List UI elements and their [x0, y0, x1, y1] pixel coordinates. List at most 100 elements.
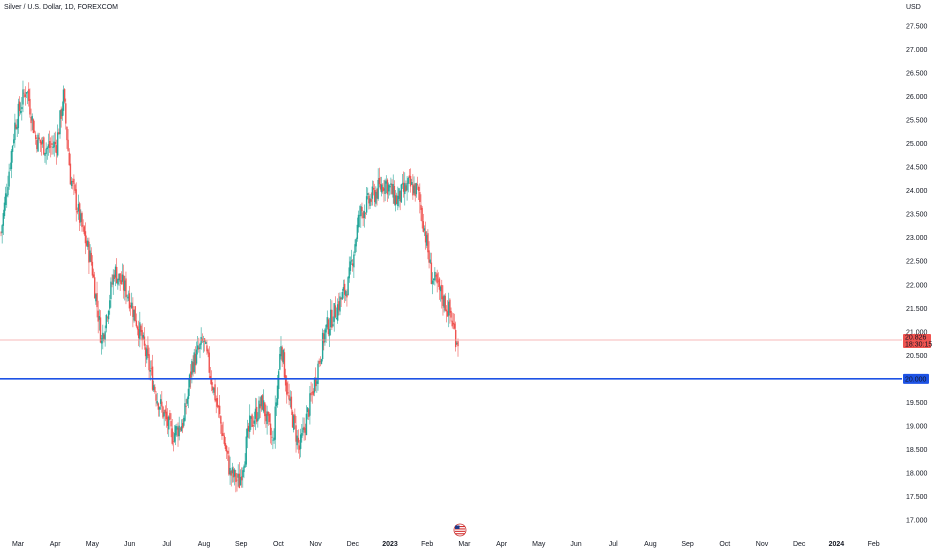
candle-body — [325, 324, 327, 333]
candle-body — [318, 360, 320, 364]
chart-title: Silver / U.S. Dollar, 1D, FOREXCOM — [4, 4, 118, 11]
candles — [0, 80, 459, 493]
candle-body — [15, 124, 17, 129]
candle-body — [190, 371, 192, 378]
candle-body — [195, 349, 198, 364]
candle-body — [158, 407, 161, 410]
candle-body — [303, 426, 305, 430]
candle-body — [382, 186, 384, 192]
candle-body — [91, 261, 94, 276]
candle-body — [62, 89, 65, 111]
candle-body — [67, 139, 69, 151]
candle-body — [46, 147, 48, 150]
candle-body — [420, 204, 422, 210]
candle-body — [115, 267, 118, 283]
candle-body — [339, 296, 341, 312]
candle-body — [399, 191, 401, 202]
x-tick-label: Jun — [570, 541, 581, 548]
candle-body — [341, 292, 344, 300]
candle-body — [8, 171, 10, 187]
candle-body — [132, 306, 134, 317]
candle-body — [306, 407, 309, 413]
y-tick-label: 25.000 — [906, 141, 928, 148]
candle-body — [102, 332, 104, 341]
candle-body — [186, 398, 188, 404]
candle-body — [146, 348, 148, 360]
candle-body — [75, 189, 77, 211]
y-tick-label: 27.000 — [906, 47, 928, 54]
candle-body — [259, 403, 261, 409]
candle-body — [155, 394, 157, 401]
x-tick-label: May — [86, 541, 100, 548]
candle-body — [415, 183, 418, 195]
y-tick-label: 21.000 — [906, 329, 928, 336]
candle-body — [294, 414, 296, 424]
candle-body — [268, 413, 271, 422]
candle-body — [19, 110, 22, 113]
y-tick-label: 22.500 — [906, 259, 928, 266]
candle-body — [394, 195, 397, 206]
hline-badge — [903, 373, 929, 384]
candle-body — [216, 398, 219, 407]
candle-body — [441, 284, 443, 300]
candle-body — [141, 330, 143, 341]
candle-body — [117, 278, 119, 285]
y-tick-label: 24.000 — [906, 188, 928, 195]
candle-body — [411, 182, 413, 185]
candle-body — [220, 416, 222, 424]
candle-body — [214, 384, 216, 401]
candle-body — [234, 469, 236, 477]
candle-body — [368, 195, 370, 204]
candle-body — [319, 361, 322, 362]
candle-body — [218, 405, 221, 415]
candle-body — [109, 300, 111, 309]
candle-body — [395, 195, 398, 205]
candle-body — [44, 153, 46, 156]
candle-body — [409, 176, 412, 187]
candle-body — [103, 334, 105, 339]
candle-body — [427, 233, 429, 253]
candle-body — [76, 211, 79, 213]
candle-body — [449, 299, 451, 313]
candle-body — [404, 183, 406, 195]
candle-body — [231, 467, 234, 474]
candle-body — [73, 178, 75, 184]
candle-body — [173, 433, 176, 442]
candle-body — [61, 108, 64, 117]
candle-body — [290, 396, 293, 409]
candle-body — [439, 286, 442, 292]
candle-body — [23, 92, 25, 94]
candle-body — [289, 398, 291, 401]
candle-body — [77, 203, 80, 212]
candle-body — [90, 252, 92, 263]
candle-body — [48, 141, 51, 149]
candle-body — [389, 185, 391, 188]
candle-body — [148, 354, 150, 371]
candle-body — [257, 418, 259, 422]
candle-body — [100, 338, 103, 344]
candle-body — [122, 275, 125, 291]
candle-body — [249, 415, 251, 432]
candle-body — [352, 263, 354, 266]
candle-body — [59, 110, 61, 135]
candle-body — [302, 427, 304, 433]
candle-body — [358, 215, 361, 216]
x-tick-label: Jul — [609, 541, 618, 548]
y-tick-label: 23.000 — [906, 235, 928, 242]
candle-body — [333, 303, 335, 322]
candle-body — [421, 207, 423, 222]
candle-body — [166, 416, 169, 426]
candle-body — [165, 411, 168, 420]
candle-body — [284, 375, 287, 386]
x-tick-label: Aug — [198, 541, 211, 548]
candle-body — [6, 194, 8, 197]
candle-body — [348, 267, 350, 279]
candle-body — [81, 212, 83, 228]
candle-body — [97, 310, 99, 322]
candle-body — [250, 416, 252, 419]
candle-body — [9, 167, 11, 169]
candle-body — [240, 476, 243, 481]
candle-body — [378, 177, 381, 185]
candle-body — [13, 139, 15, 144]
